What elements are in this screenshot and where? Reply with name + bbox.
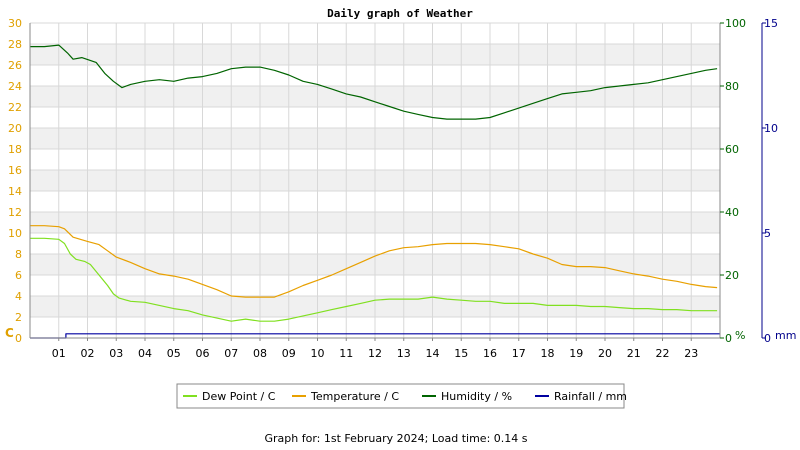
x-tick-label: 18 xyxy=(541,347,555,360)
x-tick-label: 23 xyxy=(684,347,698,360)
humidity-axis-ticks: 0 20 40 60 80 100 xyxy=(720,17,746,345)
x-tick-label: 06 xyxy=(196,347,210,360)
legend: Dew Point / C Temperature / C Humidity / %… xyxy=(176,383,627,409)
x-tick-label: 19 xyxy=(569,347,583,360)
x-tick-label: 08 xyxy=(253,347,267,360)
left-tick-label: 26 xyxy=(8,59,22,72)
series-line-humidity xyxy=(30,44,718,120)
left-tick-label: 0 xyxy=(15,332,22,345)
rainfall-axis-unit-label: mm xyxy=(775,329,796,342)
legend-label-rainfall: Rainfall / mm xyxy=(554,390,627,403)
x-tick-label: 12 xyxy=(368,347,382,360)
x-tick-label: 13 xyxy=(397,347,411,360)
rainfall-axis-ticks: 0 5 10 15 xyxy=(762,17,778,345)
legend-label-dew-point: Dew Point / C xyxy=(202,390,276,403)
x-tick-label: 20 xyxy=(598,347,612,360)
humidity-tick-label: 80 xyxy=(725,80,739,93)
x-tick-label: 16 xyxy=(483,347,497,360)
x-tick-label: 01 xyxy=(52,347,66,360)
x-tick-label: 21 xyxy=(627,347,641,360)
legend-label-temperature: Temperature / C xyxy=(310,390,399,403)
left-tick-label: 12 xyxy=(8,206,22,219)
x-tick-label: 05 xyxy=(167,347,181,360)
x-tick-label: 09 xyxy=(282,347,296,360)
rainfall-tick-label: 10 xyxy=(764,122,778,135)
left-axis-unit-label: C xyxy=(5,326,14,340)
x-axis-ticks: 01 02 03 04 05 06 07 08 09 10 11 12 13 14 15 16 17 18 19 20… xyxy=(52,338,698,360)
x-tick-label: 04 xyxy=(138,347,152,360)
x-tick-label: 07 xyxy=(224,347,238,360)
left-tick-label: 2 xyxy=(15,311,22,324)
x-tick-label: 22 xyxy=(656,347,670,360)
x-tick-label: 15 xyxy=(454,347,468,360)
footer-caption: Graph for: 1st February 2024; Load time:… xyxy=(264,432,527,445)
left-tick-label: 10 xyxy=(8,227,22,240)
humidity-tick-label: 0 xyxy=(725,332,732,345)
left-tick-label: 24 xyxy=(8,80,22,93)
left-tick-label: 20 xyxy=(8,122,22,135)
rainfall-tick-label: 0 xyxy=(764,332,771,345)
left-tick-label: 6 xyxy=(15,269,22,282)
left-tick-label: 4 xyxy=(15,290,22,303)
x-tick-label: 10 xyxy=(311,347,325,360)
series-line-temperature xyxy=(30,225,718,298)
rainfall-tick-label: 15 xyxy=(764,17,778,30)
humidity-tick-label: 40 xyxy=(725,206,739,219)
left-tick-label: 28 xyxy=(8,38,22,51)
x-tick-label: 11 xyxy=(339,347,353,360)
left-tick-label: 30 xyxy=(8,17,22,30)
left-tick-label: 18 xyxy=(8,143,22,156)
x-tick-label: 17 xyxy=(512,347,526,360)
series-line-dew-point xyxy=(30,237,718,322)
x-tick-label: 03 xyxy=(109,347,123,360)
left-tick-label: 16 xyxy=(8,164,22,177)
x-tick-label: 14 xyxy=(426,347,440,360)
rainfall-tick-label: 5 xyxy=(764,227,771,240)
x-tick-label: 02 xyxy=(81,347,95,360)
left-tick-label: 14 xyxy=(8,185,22,198)
humidity-axis-unit-label: % xyxy=(735,329,745,342)
humidity-tick-label: 60 xyxy=(725,143,739,156)
left-tick-label: 8 xyxy=(15,248,22,261)
humidity-tick-label: 100 xyxy=(725,17,746,30)
legend-box xyxy=(176,383,625,409)
chart-title: Daily graph of Weather xyxy=(327,7,473,20)
humidity-tick-label: 20 xyxy=(725,269,739,282)
legend-label-humidity: Humidity / % xyxy=(441,390,512,403)
left-tick-label: 22 xyxy=(8,101,22,114)
